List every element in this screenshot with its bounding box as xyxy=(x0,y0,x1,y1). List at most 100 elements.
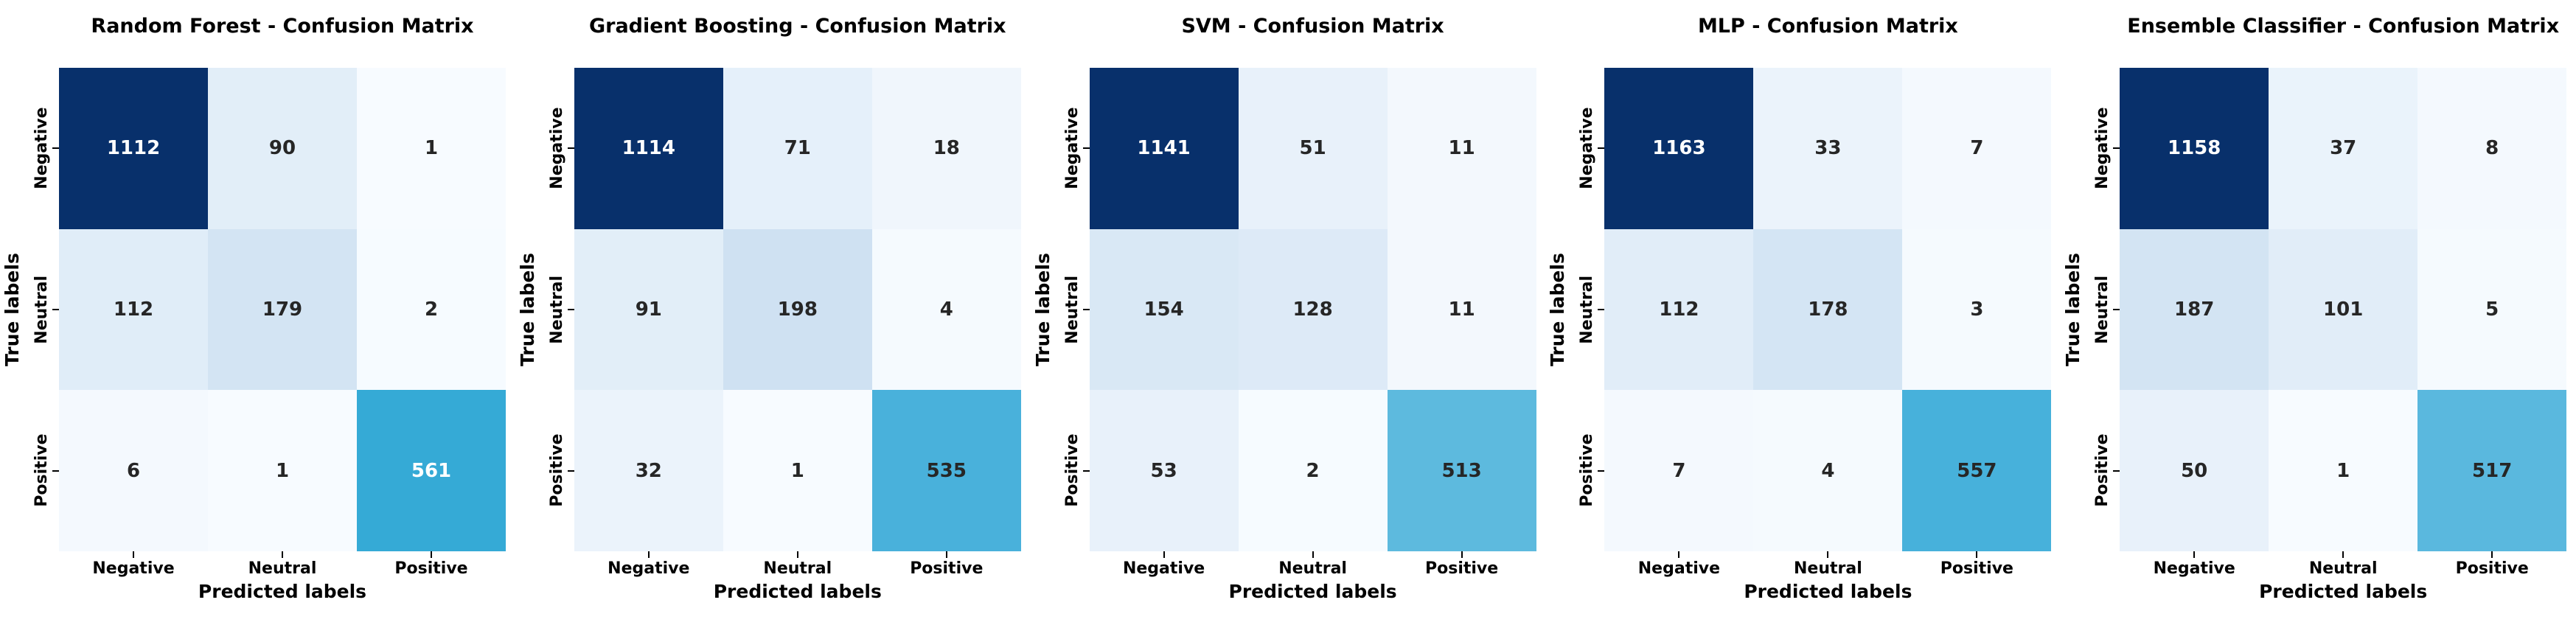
y-tick-mark xyxy=(2113,147,2120,149)
x-tick-mark xyxy=(1163,551,1165,558)
heatmap-cell: 2 xyxy=(357,228,506,391)
confusion-matrix-panel: SVM - Confusion Matrix True labels Negat… xyxy=(1031,0,1546,625)
y-tick-mark xyxy=(2113,309,2120,310)
y-axis-label: True labels xyxy=(516,253,538,366)
y-tick-label-positive: Positive xyxy=(547,434,566,508)
y-axis-label: True labels xyxy=(1547,253,1569,366)
x-axis-label: Predicted labels xyxy=(1228,581,1397,602)
x-tick-mark xyxy=(2193,551,2196,558)
y-tick-mark xyxy=(1082,470,1090,472)
heatmap-cell: 535 xyxy=(871,390,1021,551)
y-tick-label-neutral: Neutral xyxy=(1062,275,1082,344)
y-tick-label-negative: Negative xyxy=(547,107,566,189)
y-tick-mark xyxy=(567,147,574,149)
y-tick-mark xyxy=(1598,147,1605,149)
chart-title: SVM - Confusion Matrix xyxy=(1181,15,1444,38)
x-tick-mark xyxy=(796,551,798,558)
heatmap-cell: 101 xyxy=(2269,228,2418,391)
x-tick-label-neutral: Neutral xyxy=(763,559,832,578)
y-tick-mark xyxy=(1598,309,1605,310)
y-tick-label-negative: Negative xyxy=(2093,107,2112,189)
heatmap-cell: 71 xyxy=(723,68,872,229)
heatmap-cell: 1 xyxy=(357,68,506,229)
y-tick-label-neutral: Neutral xyxy=(547,275,566,344)
x-tick-label-negative: Negative xyxy=(608,559,690,578)
x-tick-label-positive: Positive xyxy=(394,559,468,578)
heatmap-cell: 1114 xyxy=(574,68,723,229)
confusion-matrix-panel: Random Forest - Confusion Matrix True la… xyxy=(0,0,515,625)
x-tick-label-positive: Positive xyxy=(910,559,984,578)
x-tick-mark xyxy=(1312,551,1314,558)
y-tick-label-negative: Negative xyxy=(32,107,51,189)
heatmap-cell: 18 xyxy=(871,68,1021,229)
y-axis-label: True labels xyxy=(1,253,23,366)
heatmap-cell: 561 xyxy=(357,390,506,551)
y-tick-label-positive: Positive xyxy=(32,434,51,508)
y-tick-mark xyxy=(52,470,59,472)
confusion-matrix-panel: MLP - Confusion Matrix True labels Negat… xyxy=(1545,0,2061,625)
heatmap-cell: 5 xyxy=(2417,228,2567,391)
heatmap-grid: 1158 37 8 187 101 5 50 1 517 xyxy=(2120,68,2567,551)
x-tick-label-positive: Positive xyxy=(1424,559,1499,578)
heatmap-cell: 154 xyxy=(1089,228,1239,391)
heatmap-cell: 517 xyxy=(2417,390,2567,551)
heatmap-cell: 187 xyxy=(2120,228,2269,391)
heatmap-cell: 33 xyxy=(1753,68,1903,229)
x-tick-label-neutral: Neutral xyxy=(2308,559,2378,578)
heatmap-cell: 179 xyxy=(208,228,357,391)
y-axis-label: True labels xyxy=(2062,253,2084,366)
heatmap-cell: 112 xyxy=(59,228,208,391)
x-axis-label: Predicted labels xyxy=(1744,581,1912,602)
confusion-matrix-panel: Gradient Boosting - Confusion Matrix Tru… xyxy=(515,0,1031,625)
heatmap-grid: 1163 33 7 112 178 3 7 4 557 xyxy=(1604,68,2052,551)
heatmap-cell: 11 xyxy=(1387,68,1536,229)
y-tick-mark xyxy=(52,147,59,149)
confusion-matrix-panel: Ensemble Classifier - Confusion Matrix T… xyxy=(2061,0,2576,625)
heatmap-cell: 1 xyxy=(208,390,357,551)
x-tick-label-neutral: Neutral xyxy=(1794,559,1862,578)
heatmap-cell: 8 xyxy=(2417,68,2567,229)
x-axis-label: Predicted labels xyxy=(713,581,882,602)
heatmap-cell: 90 xyxy=(208,68,357,229)
y-tick-mark xyxy=(567,309,574,310)
x-tick-mark xyxy=(282,551,283,558)
x-tick-mark xyxy=(133,551,134,558)
x-tick-label-negative: Negative xyxy=(92,559,175,578)
heatmap-cell: 112 xyxy=(1604,228,1754,391)
x-tick-mark xyxy=(945,551,947,558)
heatmap-cell: 32 xyxy=(574,390,723,551)
chart-title: Ensemble Classifier - Confusion Matrix xyxy=(2127,15,2560,38)
heatmap-cell: 198 xyxy=(723,228,872,391)
heatmap-cell: 4 xyxy=(871,228,1021,391)
heatmap-grid: 1112 90 1 112 179 2 6 1 561 xyxy=(59,68,506,551)
heatmap-cell: 1163 xyxy=(1604,68,1754,229)
y-tick-mark xyxy=(2113,470,2120,472)
y-tick-label-neutral: Neutral xyxy=(1578,275,1597,344)
chart-title: Gradient Boosting - Confusion Matrix xyxy=(588,15,1006,38)
heatmap-cell: 51 xyxy=(1238,68,1388,229)
x-tick-label-neutral: Neutral xyxy=(248,559,317,578)
x-tick-mark xyxy=(2342,551,2344,558)
y-axis-label: True labels xyxy=(1031,253,1054,366)
x-tick-mark xyxy=(1461,551,1463,558)
heatmap-cell: 178 xyxy=(1753,228,1903,391)
x-tick-label-neutral: Neutral xyxy=(1278,559,1347,578)
y-tick-mark xyxy=(1598,470,1605,472)
heatmap-cell: 1112 xyxy=(59,68,208,229)
y-tick-label-positive: Positive xyxy=(1578,434,1597,508)
heatmap-grid: 1114 71 18 91 198 4 32 1 535 xyxy=(574,68,1021,551)
heatmap-cell: 1158 xyxy=(2120,68,2269,229)
heatmap-cell: 53 xyxy=(1089,390,1239,551)
heatmap-cell: 1141 xyxy=(1089,68,1239,229)
x-tick-label-negative: Negative xyxy=(2153,559,2235,578)
y-tick-label-neutral: Neutral xyxy=(2093,275,2112,344)
heatmap-grid: 1141 51 11 154 128 11 53 2 513 xyxy=(1089,68,1536,551)
heatmap-cell: 513 xyxy=(1387,390,1536,551)
y-tick-mark xyxy=(1082,147,1090,149)
heatmap-cell: 557 xyxy=(1902,390,2052,551)
y-tick-label-positive: Positive xyxy=(1062,434,1082,508)
x-tick-mark xyxy=(647,551,650,558)
y-tick-label-negative: Negative xyxy=(1578,107,1597,189)
heatmap-cell: 7 xyxy=(1902,68,2052,229)
